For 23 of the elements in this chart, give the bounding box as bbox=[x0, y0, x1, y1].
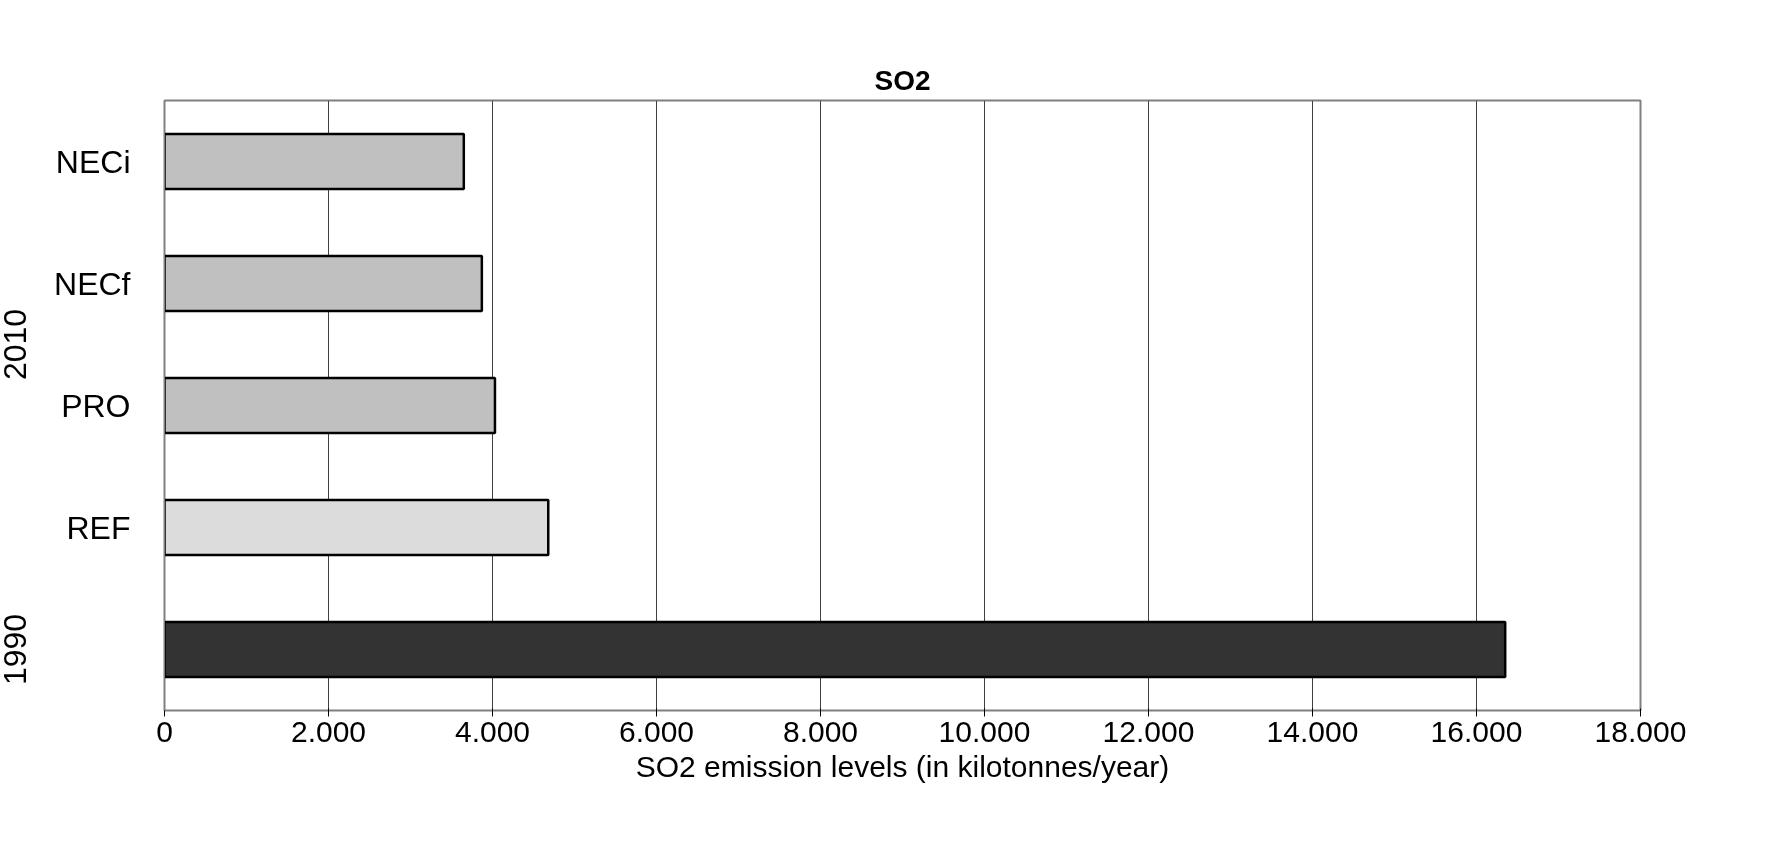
y-tick-label: NECi bbox=[55, 143, 131, 180]
chart-title: SO2 bbox=[874, 64, 931, 96]
y-tick-label: PRO bbox=[61, 387, 131, 424]
bar bbox=[164, 620, 1507, 679]
x-tick-label: 14.000 bbox=[1266, 714, 1359, 748]
bar bbox=[164, 254, 484, 313]
x-tick-label: 16.000 bbox=[1430, 714, 1523, 748]
y-tick-label: REF bbox=[66, 509, 131, 546]
x-tick-label: 8.000 bbox=[782, 714, 859, 748]
text: 1990 bbox=[0, 613, 33, 686]
x-tick-label: 6.000 bbox=[618, 714, 695, 748]
bar bbox=[164, 498, 550, 557]
x-tick-label: 0 bbox=[156, 714, 173, 748]
y-tick-label: NECf bbox=[54, 265, 131, 302]
x-tick-label: 12.000 bbox=[1102, 714, 1195, 748]
bar bbox=[164, 132, 466, 191]
x-tick-label: 4.000 bbox=[454, 714, 531, 748]
x-tick-label: 2.000 bbox=[290, 714, 367, 748]
text: 2010 bbox=[0, 308, 33, 381]
x-tick-label: 18.000 bbox=[1594, 714, 1687, 748]
x-axis-title: SO2 emission levels (in kilotonnes/year) bbox=[635, 749, 1170, 783]
bar bbox=[164, 376, 497, 435]
x-tick-label: 10.000 bbox=[938, 714, 1031, 748]
